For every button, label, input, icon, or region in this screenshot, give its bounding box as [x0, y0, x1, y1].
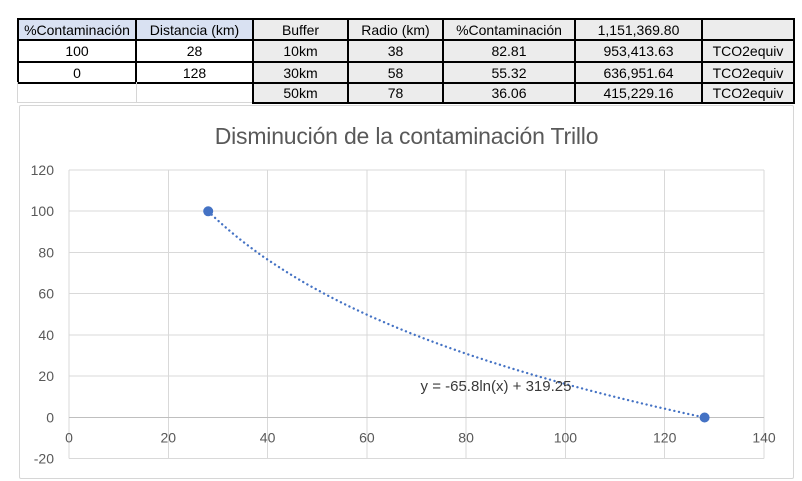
svg-text:20: 20 — [38, 368, 54, 384]
svg-text:y = -65.8ln(x) + 319.25: y = -65.8ln(x) + 319.25 — [421, 378, 572, 395]
svg-text:0: 0 — [65, 430, 73, 446]
svg-text:140: 140 — [752, 430, 776, 446]
svg-text:80: 80 — [458, 430, 474, 446]
svg-text:60: 60 — [359, 430, 375, 446]
svg-text:100: 100 — [554, 430, 578, 446]
svg-text:40: 40 — [38, 327, 54, 343]
svg-text:20: 20 — [161, 430, 177, 446]
svg-text:80: 80 — [38, 245, 54, 261]
svg-text:0: 0 — [46, 409, 54, 425]
svg-text:120: 120 — [31, 162, 55, 178]
svg-text:-20: -20 — [34, 451, 54, 467]
svg-text:100: 100 — [31, 203, 55, 219]
svg-text:60: 60 — [38, 286, 54, 302]
svg-text:120: 120 — [653, 430, 677, 446]
svg-text:40: 40 — [260, 430, 276, 446]
